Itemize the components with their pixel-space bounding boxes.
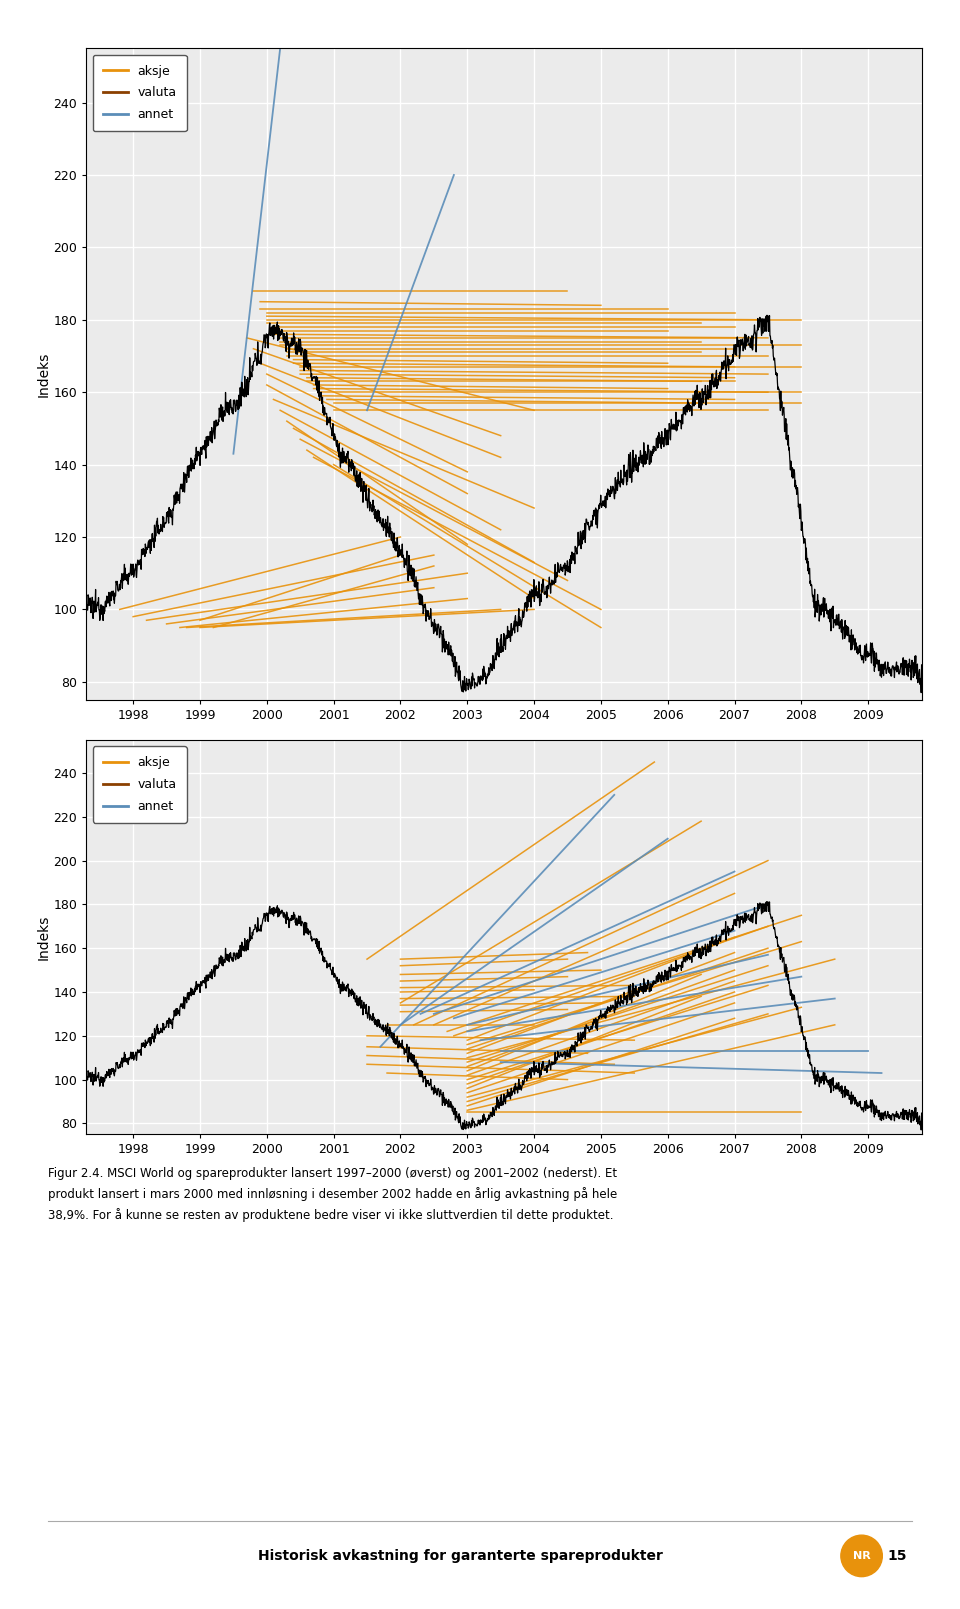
Text: NR: NR <box>852 1551 871 1561</box>
Text: produkt lansert i mars 2000 med innløsning i desember 2002 hadde en årlig avkast: produkt lansert i mars 2000 med innløsni… <box>48 1187 617 1202</box>
Text: Figur 2.4. MSCI World og spareprodukter lansert 1997–2000 (øverst) og 2001–2002 : Figur 2.4. MSCI World og spareprodukter … <box>48 1167 617 1179</box>
Y-axis label: Indeks: Indeks <box>36 914 51 961</box>
Legend: aksje, valuta, annet: aksje, valuta, annet <box>93 55 187 130</box>
Text: 38,9%. For å kunne se resten av produktene bedre viser vi ikke sluttverdien til : 38,9%. For å kunne se resten av produkte… <box>48 1208 613 1223</box>
Text: 15: 15 <box>888 1549 907 1562</box>
Circle shape <box>841 1535 882 1577</box>
Legend: aksje, valuta, annet: aksje, valuta, annet <box>93 747 187 822</box>
Y-axis label: Indeks: Indeks <box>36 351 51 397</box>
Text: Historisk avkastning for garanterte spareprodukter: Historisk avkastning for garanterte spar… <box>258 1549 663 1562</box>
